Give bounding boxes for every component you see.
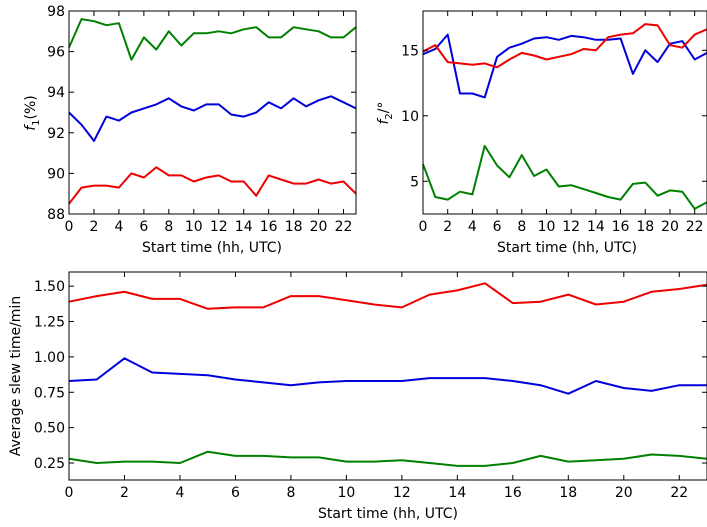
- y-tick-label: 0.75: [34, 385, 65, 401]
- x-tick-label: 2: [89, 219, 98, 235]
- x-tick-label: 0: [419, 219, 428, 235]
- x-tick-label: 8: [517, 219, 526, 235]
- x-axis-label: Start time (hh, UTC): [318, 506, 458, 522]
- x-tick-label: 0: [65, 485, 74, 501]
- x-tick-label: 6: [139, 219, 148, 235]
- x-tick-label: 18: [636, 219, 654, 235]
- series-line-2: [68, 450, 707, 467]
- x-tick-label: 14: [587, 219, 605, 235]
- plot-frame: [68, 271, 707, 481]
- x-tick-label: 20: [661, 219, 679, 235]
- x-tick-label: 16: [612, 219, 630, 235]
- panel-f1: 0 2 4 6 8 10 12 14 16 18 20 22 88 90 92 94 96 98 Start ti…: [23, 4, 357, 256]
- x-tick-label: 20: [615, 485, 633, 501]
- y-tick-label: 92: [47, 126, 65, 142]
- x-tick-label: 22: [686, 219, 704, 235]
- y-tick-label: 5: [410, 174, 419, 190]
- x-tick-label: 2: [443, 219, 452, 235]
- series-layer: [422, 23, 707, 210]
- x-tick-label: 22: [670, 485, 688, 501]
- x-tick-label: 0: [65, 219, 74, 235]
- y-axis-label-subscript: 2: [384, 113, 395, 119]
- y-tick-label: 90: [47, 166, 65, 182]
- series-line-0: [422, 33, 707, 99]
- series-line-0: [68, 282, 707, 310]
- x-tick-label: 22: [335, 219, 353, 235]
- x-tick-label: 12: [210, 219, 228, 235]
- series-layer: [68, 282, 707, 467]
- x-tick-label: 18: [285, 219, 303, 235]
- ticks-layer: 0 2 4 6 8 10 12 14 16 18 20 22 5 10 15: [401, 11, 707, 235]
- x-tick-label: 8: [286, 485, 295, 501]
- y-tick-label: 10: [401, 109, 419, 125]
- series-line-1: [68, 95, 357, 142]
- y-tick-label: 88: [47, 207, 65, 223]
- y-tick-label: 98: [47, 4, 65, 20]
- y-axis-label: f2/°: [376, 101, 395, 124]
- x-tick-label: 4: [175, 485, 184, 501]
- y-tick-label: 1.50: [34, 279, 65, 295]
- x-tick-label: 14: [235, 219, 253, 235]
- y-axis-label-unit: /°: [376, 101, 392, 113]
- plot-frame: [422, 10, 707, 215]
- y-tick-label: 0.50: [34, 421, 65, 437]
- x-tick-label: 16: [260, 219, 278, 235]
- x-tick-label: 12: [562, 219, 580, 235]
- y-axis-label: Average slew time/min: [8, 296, 24, 456]
- y-tick-label: 1.00: [34, 350, 65, 366]
- y-tick-label: 96: [47, 45, 65, 61]
- x-tick-label: 10: [538, 219, 556, 235]
- series-line-1: [422, 23, 707, 69]
- x-tick-label: 6: [493, 219, 502, 235]
- x-tick-label: 14: [448, 485, 466, 501]
- x-tick-label: 10: [337, 485, 355, 501]
- y-tick-label: 15: [401, 43, 419, 59]
- panel-slew-time: 0 2 4 6 8 10 12 14 16 18 20 22 0.25 0.50 0.75 1.00 1.25 1…: [8, 271, 707, 522]
- x-tick-label: 12: [393, 485, 411, 501]
- y-axis-label: f1(%): [23, 95, 42, 131]
- x-tick-label: 8: [164, 219, 173, 235]
- series-line-1: [68, 357, 707, 395]
- series-layer: [68, 18, 357, 205]
- x-tick-label: 20: [310, 219, 328, 235]
- ticks-layer: 0 2 4 6 8 10 12 14 16 18 20 22 0.25 0.50 0.75 1.00 1.25 1…: [34, 272, 707, 501]
- x-tick-label: 10: [185, 219, 203, 235]
- y-tick-label: 94: [47, 85, 65, 101]
- y-axis-label-subscript: 1: [31, 119, 42, 125]
- x-axis-label: Start time (hh, UTC): [142, 240, 282, 256]
- y-tick-label: 1.25: [34, 315, 65, 331]
- x-tick-label: 6: [231, 485, 240, 501]
- plot-frame: [68, 10, 357, 215]
- y-axis-label-unit: (%): [23, 95, 39, 119]
- y-axis-label-symbol: f: [376, 118, 392, 125]
- series-line-0: [68, 18, 357, 61]
- y-tick-label: 0.25: [34, 456, 65, 472]
- x-tick-label: 4: [468, 219, 477, 235]
- x-tick-label: 18: [559, 485, 577, 501]
- ticks-layer: 0 2 4 6 8 10 12 14 16 18 20 22 88 90 92 94 96 98: [47, 4, 356, 235]
- x-axis-label: Start time (hh, UTC): [497, 240, 637, 256]
- y-axis-label-symbol: f: [23, 124, 39, 131]
- x-tick-label: 16: [504, 485, 522, 501]
- series-line-2: [68, 166, 357, 205]
- series-line-2: [422, 144, 707, 210]
- x-tick-label: 2: [120, 485, 129, 501]
- x-tick-label: 4: [114, 219, 123, 235]
